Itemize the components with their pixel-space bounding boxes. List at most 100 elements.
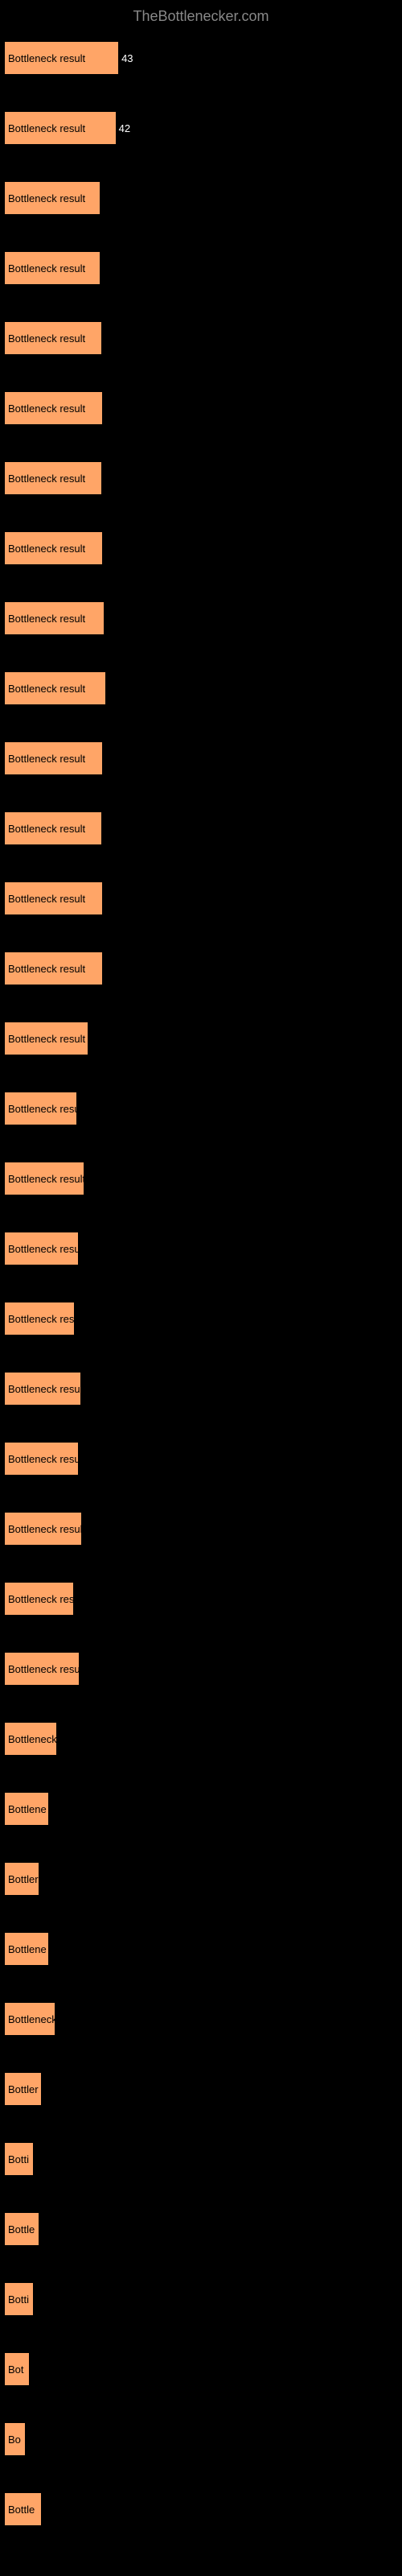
bar-text: Botti bbox=[5, 2153, 29, 2165]
bar-text: Bottleneck result bbox=[5, 1033, 85, 1045]
bar-chart: Bottleneck result 43 Bottleneck result 42 Bo… bbox=[4, 41, 398, 2561]
bar-text: Bottleneck result bbox=[5, 613, 85, 625]
bar-row: Bottleneck result bbox=[4, 1022, 398, 1090]
bar: Bottleneck result bbox=[4, 321, 102, 355]
bar-row: Bottle bbox=[4, 2212, 398, 2281]
bar-value: 43 bbox=[118, 52, 133, 64]
bar-row: Bottleneck result bbox=[4, 251, 398, 320]
bar-row: Bottleneck result bbox=[4, 881, 398, 950]
bar-row: Bottleneck result bbox=[4, 1372, 398, 1440]
bar-text: Bottleneck result bbox=[5, 1173, 84, 1185]
bar-row: Bottlene bbox=[4, 1932, 398, 2000]
bar: Bottler bbox=[4, 2072, 42, 2106]
bar-row: Bottleneck res bbox=[4, 1582, 398, 1650]
bar-row: Bottleneck result 42 bbox=[4, 111, 398, 180]
bar-row: Bottleneck result bbox=[4, 181, 398, 250]
bar-text: Bo bbox=[5, 2434, 21, 2446]
bar-text: Bot bbox=[5, 2363, 24, 2376]
bar-row: Bot bbox=[4, 2352, 398, 2421]
bar-text: Bottleneck result bbox=[5, 1243, 78, 1255]
bar: Bottleneck result bbox=[4, 461, 102, 495]
bar-row: Bottlene bbox=[4, 1792, 398, 1860]
bar: Bottleneck result bbox=[4, 601, 105, 635]
bar: Bottleneck result bbox=[4, 181, 100, 215]
bar-row: Bottleneck result 43 bbox=[4, 41, 398, 109]
bar: Bottlene bbox=[4, 1792, 49, 1826]
bar-row: Bottleneck result bbox=[4, 601, 398, 670]
bar-row: Bottle bbox=[4, 2492, 398, 2561]
bar: Bottleneck result bbox=[4, 391, 103, 425]
bar: Bottleneck result bbox=[4, 811, 102, 845]
bar: Bottleneck result bbox=[4, 952, 103, 985]
bar-text: Bottleneck result bbox=[5, 1103, 76, 1115]
bar-row: Bottleneck resul bbox=[4, 1442, 398, 1510]
bar-row: Bottleneck result bbox=[4, 1652, 398, 1720]
bar-text: Bottlene bbox=[5, 1803, 47, 1815]
bar-text: Bottleneck result bbox=[5, 543, 85, 555]
bar-row: Bo bbox=[4, 2422, 398, 2491]
bar-text: Bottleneck result bbox=[5, 192, 85, 204]
bar-row: Bottleneck result bbox=[4, 321, 398, 390]
bar-row: Bottleneck result bbox=[4, 1232, 398, 1300]
bar-text: Bottleneck result bbox=[5, 52, 85, 64]
header-title: TheBottlenecker.com bbox=[133, 8, 269, 24]
bar: Bottler bbox=[4, 1862, 39, 1896]
bar-text: Bottle bbox=[5, 2223, 35, 2235]
bar: Bottle bbox=[4, 2492, 42, 2526]
bar-text: Bottleneck result bbox=[5, 1663, 79, 1675]
bar: Bottleneck result42 bbox=[4, 111, 117, 145]
bar: Bottleneck result bbox=[4, 1092, 77, 1125]
bar: Bo bbox=[4, 2422, 26, 2456]
bar-text: Bottleneck result bbox=[5, 1383, 80, 1395]
bar-row: Botti bbox=[4, 2282, 398, 2351]
bar-text: Bottlene bbox=[5, 1943, 47, 1955]
bar-row: Bottleneck result bbox=[4, 1162, 398, 1230]
bar-text: Bottleneck result bbox=[5, 823, 85, 835]
bar-text: Bottleneck result bbox=[5, 893, 85, 905]
bar-text: Bottleneck res bbox=[5, 1593, 73, 1605]
bar-row: Bottleneck bbox=[4, 1722, 398, 1790]
bar: Bottleneck result bbox=[4, 531, 103, 565]
bar: Bottleneck result43 bbox=[4, 41, 119, 75]
bar: Bottleneck bbox=[4, 1722, 57, 1756]
bar: Bottleneck result bbox=[4, 251, 100, 285]
bar-text: Bottleneck result bbox=[5, 402, 85, 415]
bar: Bottleneck result bbox=[4, 741, 103, 775]
bar: Bottleneck result bbox=[4, 1372, 81, 1406]
bar-row: Bottler bbox=[4, 2072, 398, 2140]
bar-row: Bottleneck result bbox=[4, 531, 398, 600]
bar-text: Bottleneck result bbox=[5, 473, 85, 485]
bar: Bottleneck result bbox=[4, 1512, 82, 1546]
bar-row: Bottleneck result bbox=[4, 1512, 398, 1580]
bar: Bot bbox=[4, 2352, 30, 2386]
bar-text: Bottleneck result bbox=[5, 262, 85, 275]
bar: Bottleneck res bbox=[4, 1582, 74, 1616]
bar-row: Bottleneck result bbox=[4, 741, 398, 810]
bar-row: Bottleneck res bbox=[4, 1302, 398, 1370]
bar-row: Bottler bbox=[4, 1862, 398, 1930]
bar: Bottleneck result bbox=[4, 671, 106, 705]
bar-row: Bottleneck result bbox=[4, 391, 398, 460]
bar-row: Bottleneck bbox=[4, 2002, 398, 2070]
bar-text: Botti bbox=[5, 2293, 29, 2306]
bar: Bottleneck bbox=[4, 2002, 55, 2036]
bar-row: Bottleneck result bbox=[4, 1092, 398, 1160]
bar: Bottleneck resul bbox=[4, 1442, 79, 1476]
bar: Bottleneck result bbox=[4, 1022, 88, 1055]
bar: Bottle bbox=[4, 2212, 39, 2246]
bar: Bottleneck result bbox=[4, 881, 103, 915]
bar-text: Bottle bbox=[5, 2504, 35, 2516]
bar-row: Bottleneck result bbox=[4, 461, 398, 530]
bar-row: Botti bbox=[4, 2142, 398, 2211]
bar-text: Bottleneck result bbox=[5, 1523, 81, 1535]
bar-text: Bottleneck result bbox=[5, 683, 85, 695]
bar: Botti bbox=[4, 2142, 34, 2176]
bar-text: Bottleneck result bbox=[5, 963, 85, 975]
bar-text: Bottleneck result bbox=[5, 122, 85, 134]
bar-row: Bottleneck result bbox=[4, 671, 398, 740]
bar-text: Bottler bbox=[5, 1873, 39, 1885]
bar-text: Bottleneck result bbox=[5, 753, 85, 765]
bar-value: 42 bbox=[116, 122, 130, 134]
bar-text: Bottleneck resul bbox=[5, 1453, 78, 1465]
bar-text: Bottleneck res bbox=[5, 1313, 74, 1325]
